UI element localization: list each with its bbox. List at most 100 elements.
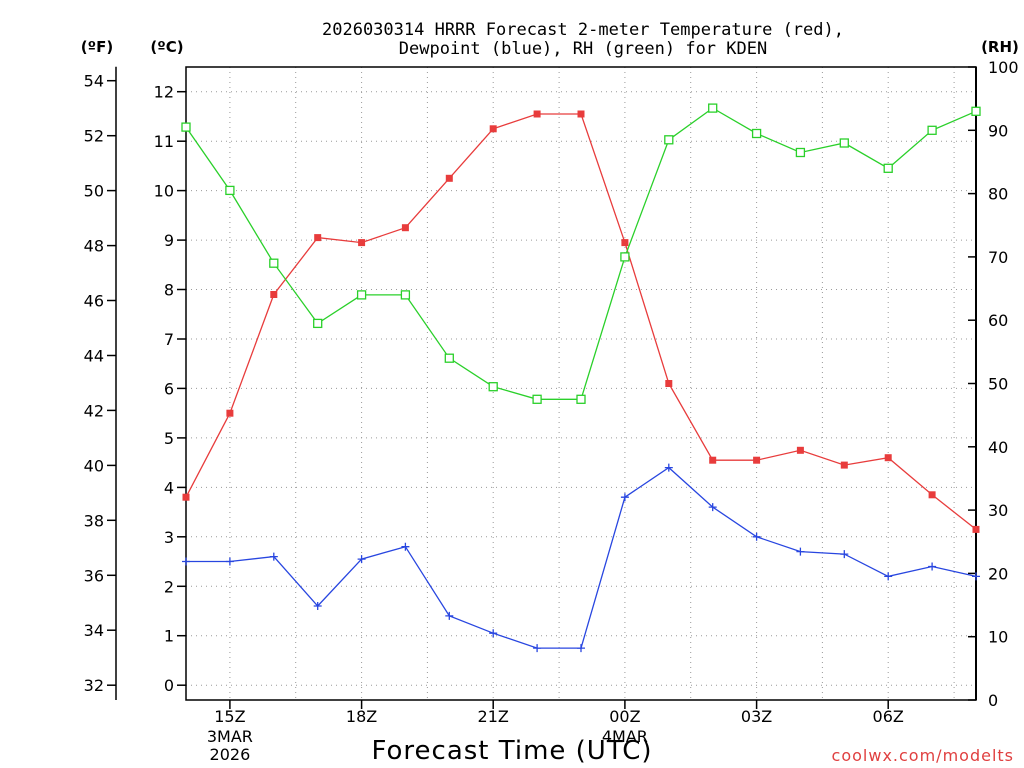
dewpoint-point — [269, 552, 278, 561]
fahrenheit-tick-label: 52 — [84, 127, 104, 146]
fahrenheit-tick-label: 44 — [84, 347, 104, 366]
dewpoint-point — [489, 629, 498, 638]
celsius-tick-label: 8 — [164, 281, 174, 300]
fahrenheit-tick-label: 36 — [84, 566, 104, 585]
fahrenheit-tick-label: 32 — [84, 676, 104, 695]
dewpoint-point — [796, 547, 805, 556]
temperature-point — [796, 446, 804, 454]
temperature-point — [577, 110, 585, 118]
dewpoint-point — [533, 644, 542, 653]
series-rh — [181, 103, 981, 404]
chart-tick-labels: 3234363840424446485052540123456789101112… — [84, 58, 1019, 764]
temperature-point — [928, 491, 936, 499]
chart-grid — [186, 67, 976, 700]
rh-point — [313, 318, 323, 329]
celsius-tick-label: 1 — [164, 627, 174, 646]
dewpoint-point — [928, 562, 937, 571]
temperature-point — [226, 409, 234, 417]
plot-frame — [185, 66, 977, 701]
temperature-line — [185, 113, 977, 530]
x-tick-date-label: 3MAR — [207, 727, 253, 746]
chart-axes — [107, 66, 977, 709]
fahrenheit-tick-label: 34 — [84, 621, 104, 640]
rh-point — [225, 185, 235, 196]
dewpoint-point — [752, 532, 761, 541]
celsius-tick-label: 7 — [164, 330, 174, 349]
rh-point — [356, 290, 367, 300]
rh-tick-label: 30 — [988, 501, 1008, 520]
dewpoint-point — [577, 644, 585, 653]
temperature-point — [884, 454, 892, 462]
rh-point — [839, 138, 849, 148]
x-tick-label: 06Z — [873, 707, 904, 726]
chart-title-line2: Dewpoint (blue), RH (green) for KDEN — [399, 39, 767, 59]
temperature-point — [753, 456, 761, 464]
temperature-point — [621, 239, 629, 247]
fahrenheit-tick-label: 50 — [84, 182, 104, 201]
temperature-point — [972, 525, 980, 533]
rh-point — [532, 394, 542, 404]
rh-tick-label: 50 — [988, 375, 1008, 394]
fahrenheit-unit-label: (ºF) — [81, 38, 113, 56]
rh-point — [576, 394, 586, 404]
temperature-point — [358, 239, 366, 247]
temperature-point — [665, 380, 673, 387]
celsius-tick-label: 2 — [164, 577, 174, 596]
dewpoint-point — [313, 602, 322, 610]
temperature-point — [270, 291, 278, 298]
series-temperature — [182, 110, 980, 533]
celsius-tick-label: 9 — [164, 231, 174, 250]
fahrenheit-tick-label: 42 — [84, 401, 104, 420]
temperature-point — [182, 493, 190, 501]
dewpoint-point — [972, 572, 980, 581]
celsius-tick-label: 0 — [164, 676, 174, 695]
celsius-unit-label: (ºC) — [150, 38, 183, 56]
x-tick-label: 00Z — [609, 707, 640, 726]
rh-point — [664, 135, 674, 145]
rh-point — [927, 125, 937, 135]
x-tick-label: 03Z — [741, 707, 772, 726]
dewpoint-point — [182, 557, 190, 566]
fahrenheit-tick-label: 40 — [84, 456, 104, 475]
x-axis-label: Forecast Time (UTC) — [371, 736, 652, 766]
temperature-point — [314, 234, 322, 242]
dewpoint-point — [620, 493, 629, 502]
dewpoint-line — [186, 466, 977, 649]
celsius-tick-label: 6 — [164, 379, 174, 398]
rh-tick-label: 0 — [988, 691, 998, 710]
rh-point — [883, 163, 893, 173]
temperature-point — [840, 461, 848, 469]
temperature-point — [401, 224, 409, 232]
x-tick-year-label: 2026 — [210, 745, 251, 764]
rh-point — [400, 290, 411, 300]
temperature-point — [489, 125, 497, 133]
rh-tick-label: 10 — [988, 628, 1008, 647]
celsius-tick-label: 5 — [164, 429, 174, 448]
fahrenheit-tick-label: 38 — [84, 511, 104, 530]
x-tick-date-label: 4MAR — [602, 727, 648, 746]
rh-unit-label: (RH) — [981, 38, 1019, 56]
dewpoint-point — [884, 572, 893, 581]
rh-tick-label: 40 — [988, 438, 1008, 457]
rh-tick-label: 60 — [988, 311, 1008, 330]
rh-point — [751, 128, 762, 139]
rh-point — [444, 353, 454, 363]
rh-tick-label: 100 — [988, 58, 1019, 77]
rh-point — [971, 106, 981, 116]
rh-point — [488, 382, 498, 392]
chart-title-line1: 2026030314 HRRR Forecast 2-meter Tempera… — [322, 20, 844, 40]
rh-point — [708, 103, 718, 113]
celsius-tick-label: 4 — [164, 478, 174, 497]
temperature-point — [709, 456, 717, 464]
dewpoint-point — [445, 611, 454, 620]
x-tick-label: 18Z — [346, 707, 377, 726]
temperature-point — [445, 174, 453, 182]
celsius-tick-label: 12 — [154, 83, 174, 102]
series-dewpoint — [182, 463, 980, 653]
chart-series — [181, 103, 981, 653]
rh-point — [795, 147, 806, 158]
temperature-point — [533, 110, 541, 118]
x-tick-label: 21Z — [478, 707, 509, 726]
dewpoint-point — [664, 463, 673, 472]
